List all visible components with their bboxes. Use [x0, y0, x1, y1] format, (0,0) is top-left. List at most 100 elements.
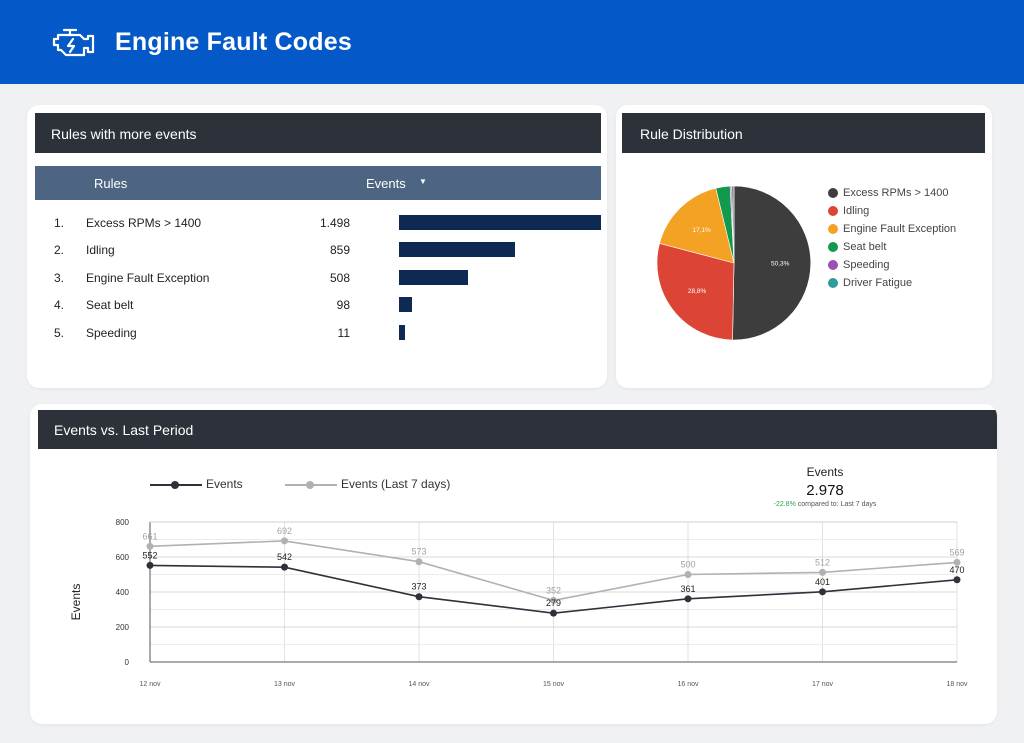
header-bar: Engine Fault Codes: [0, 0, 1024, 84]
line-chart: 0 200 400 600 800 12 nov 13 nov 14 nov 15 nov 16 …: [69, 518, 968, 688]
row-rank: 2.: [54, 243, 65, 258]
legend-dot: [828, 260, 838, 270]
y-axis-label: Events: [69, 584, 83, 621]
table-row[interactable]: 5. Speeding 11: [35, 320, 601, 347]
legend-label: Engine Fault Exception: [843, 223, 957, 235]
row-event-count: 98: [336, 298, 350, 313]
row-event-count: 508: [329, 270, 350, 285]
data-label: 512: [815, 557, 830, 567]
data-label: 692: [277, 526, 292, 536]
data-label: 470: [949, 565, 964, 575]
pie-chart: 50,3% 28,8% 17,1%: [656, 185, 812, 341]
row-rule-name: Engine Fault Exception: [86, 270, 210, 285]
y-tick-label: 600: [116, 553, 130, 562]
kpi-comparison: -22.8% compared to: Last 7 days: [755, 501, 895, 508]
series-point[interactable]: [415, 593, 423, 601]
column-header-events[interactable]: Events: [366, 176, 406, 191]
row-event-count: 1.498: [319, 216, 350, 230]
series-point[interactable]: [146, 561, 154, 569]
series-point[interactable]: [550, 609, 557, 617]
series-point[interactable]: [819, 568, 826, 576]
kpi-change: -22.8%: [773, 501, 796, 508]
x-tick-label: 14 nov: [408, 681, 430, 688]
legend-item[interactable]: Speeding: [828, 256, 978, 274]
row-rank: 4.: [54, 298, 65, 313]
pie-slice[interactable]: [731, 185, 735, 264]
series-point[interactable]: [819, 588, 826, 596]
pie-slice[interactable]: [659, 187, 735, 264]
event-bar: [399, 297, 412, 313]
legend-dot: [828, 206, 838, 216]
legend-label: Idling: [843, 205, 870, 217]
series-point[interactable]: [281, 563, 288, 571]
event-bar: [399, 215, 601, 230]
y-tick-label: 800: [116, 518, 130, 527]
series-point[interactable]: [684, 571, 692, 578]
kpi-compare-text: compared to: Last 7 days: [797, 501, 877, 508]
rules-card-header: Rules with more events: [35, 113, 601, 153]
table-row[interactable]: 2. Idling 859: [35, 237, 601, 264]
row-event-count: 859: [329, 243, 350, 258]
table-row[interactable]: 4. Seat belt 98: [35, 292, 601, 319]
table-row[interactable]: 3. Engine Fault Exception 508: [35, 265, 601, 292]
legend-item[interactable]: Seat belt: [828, 238, 978, 256]
pie-slice[interactable]: [732, 185, 812, 341]
row-event-count: 11: [337, 325, 350, 340]
row-rule-name: Idling: [86, 243, 115, 258]
line-card-header: Events vs. Last Period: [38, 410, 997, 449]
pie-legend: Excess RPMs > 1400 Idling Engine Fault Exc…: [828, 184, 978, 292]
row-rank: 5.: [54, 325, 65, 340]
kpi-label: Events: [806, 465, 844, 479]
legend-item[interactable]: Excess RPMs > 1400: [828, 184, 978, 202]
legend-label: Excess RPMs > 1400: [843, 187, 949, 199]
rules-card-title: Rules with more events: [51, 126, 197, 142]
rules-table-header: Rules Events ▼: [35, 166, 601, 200]
legend-marker: [171, 481, 179, 489]
data-label: 569: [949, 547, 964, 557]
legend-item[interactable]: Driver Fatigue: [828, 274, 978, 292]
data-label: 279: [546, 598, 561, 608]
y-tick-label: 400: [116, 588, 130, 597]
kpi-value: 2.978: [806, 482, 844, 499]
data-label: 352: [546, 585, 561, 595]
x-tick-label: 16 nov: [677, 681, 699, 688]
legend-item[interactable]: Engine Fault Exception: [828, 220, 978, 238]
rules-card: Rules with more events Rules Events ▼ 1.…: [27, 105, 607, 388]
series-point[interactable]: [953, 576, 961, 584]
data-label: 661: [142, 531, 157, 541]
event-bar: [399, 242, 515, 258]
legend-label: Events (Last 7 days): [341, 477, 451, 491]
pie-card: Rule Distribution 50,3% 28,8% 17,1% Excess…: [616, 105, 992, 388]
series-point[interactable]: [281, 537, 288, 545]
sort-desc-icon[interactable]: ▼: [419, 177, 427, 186]
legend-marker: [306, 481, 314, 489]
data-label: 542: [277, 552, 292, 562]
pie-slice-label: 50,3%: [771, 260, 790, 267]
x-tick-label: 17 nov: [812, 681, 834, 688]
table-row[interactable]: 1. Excess RPMs > 1400 1.498: [35, 210, 601, 237]
data-label: 573: [411, 547, 426, 557]
x-tick-label: 18 nov: [946, 681, 968, 688]
legend-label: Seat belt: [843, 241, 887, 253]
engine-icon: [52, 28, 95, 57]
x-tick-label: 12 nov: [139, 681, 161, 688]
event-bar: [399, 324, 405, 340]
series-point[interactable]: [953, 558, 961, 566]
column-header-rules[interactable]: Rules: [94, 176, 128, 191]
series-point[interactable]: [415, 558, 423, 566]
x-tick-label: 15 nov: [543, 681, 565, 688]
events-kpi: Events 2.978 -22.8% compared to: Last 7 …: [755, 465, 895, 508]
row-rule-name: Seat belt: [86, 298, 134, 313]
pie-slice-label: 17,1%: [692, 227, 711, 234]
legend-dot: [828, 278, 838, 288]
series-point[interactable]: [146, 542, 154, 550]
event-bar: [399, 269, 468, 285]
series-point[interactable]: [550, 596, 557, 604]
pie-slice[interactable]: [656, 243, 735, 341]
row-rank: 1.: [54, 216, 65, 230]
pie-slice-label: 28,8%: [688, 288, 707, 295]
legend-item[interactable]: Idling: [828, 202, 978, 220]
series-point[interactable]: [684, 595, 692, 603]
data-label: 552: [142, 550, 157, 560]
legend-swatch: [285, 481, 337, 489]
